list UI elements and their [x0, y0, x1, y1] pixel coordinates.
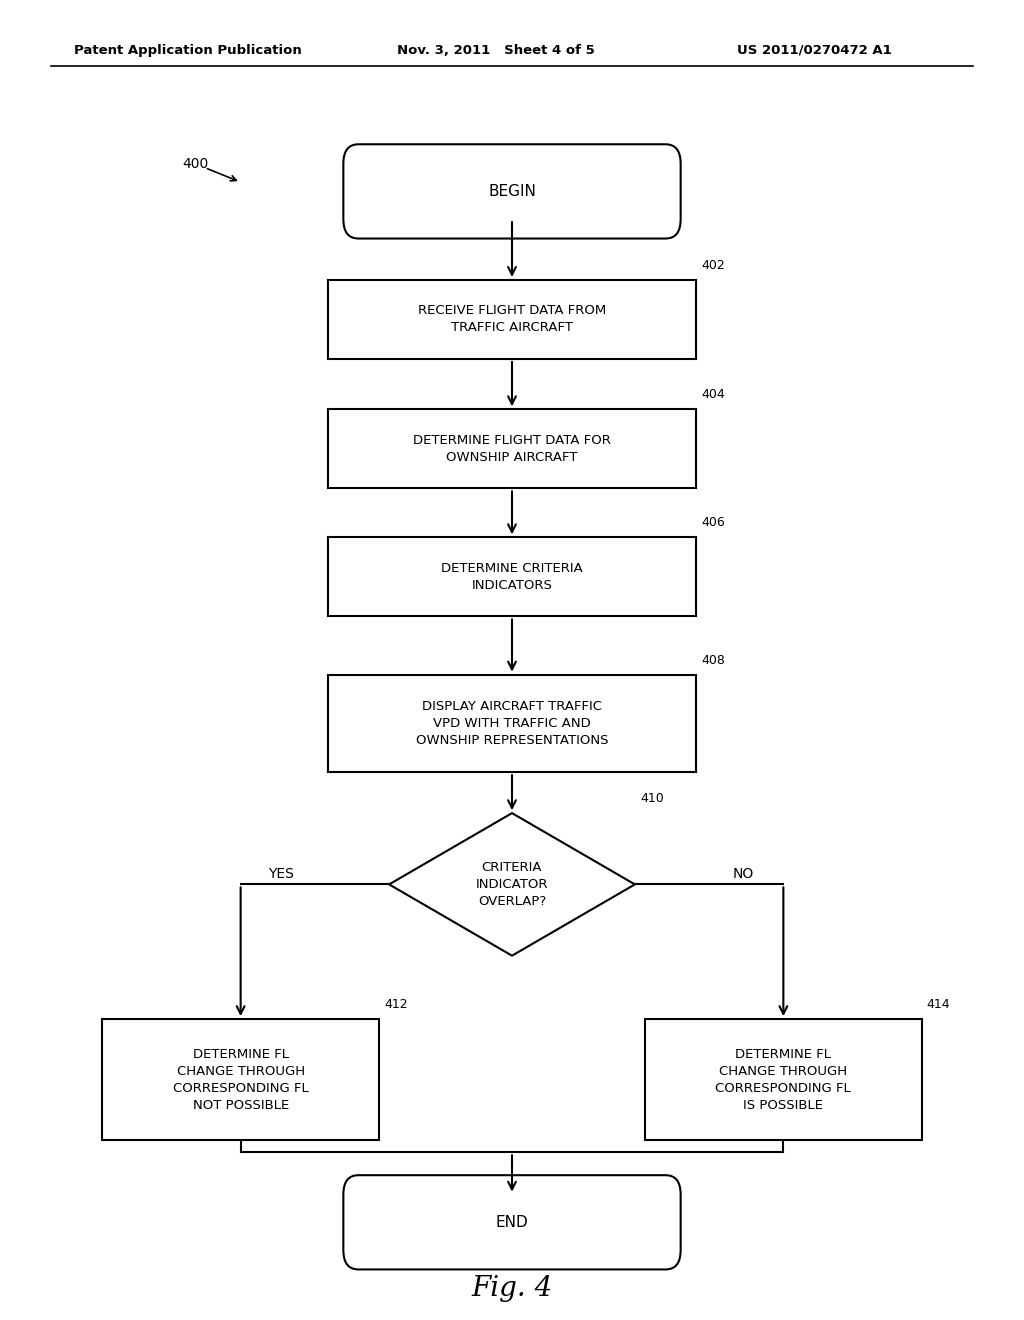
Text: 400: 400 — [182, 157, 209, 170]
Text: 410: 410 — [640, 792, 664, 805]
Polygon shape — [389, 813, 635, 956]
Text: DETERMINE FLIGHT DATA FOR
OWNSHIP AIRCRAFT: DETERMINE FLIGHT DATA FOR OWNSHIP AIRCRA… — [413, 434, 611, 463]
Text: 402: 402 — [701, 259, 725, 272]
Text: DETERMINE FL
CHANGE THROUGH
CORRESPONDING FL
IS POSSIBLE: DETERMINE FL CHANGE THROUGH CORRESPONDIN… — [716, 1048, 851, 1111]
Bar — [328, 675, 696, 772]
Text: YES: YES — [267, 867, 294, 880]
Text: DISPLAY AIRCRAFT TRAFFIC
VPD WITH TRAFFIC AND
OWNSHIP REPRESENTATIONS: DISPLAY AIRCRAFT TRAFFIC VPD WITH TRAFFI… — [416, 700, 608, 747]
Text: BEGIN: BEGIN — [488, 183, 536, 199]
Text: RECEIVE FLIGHT DATA FROM
TRAFFIC AIRCRAFT: RECEIVE FLIGHT DATA FROM TRAFFIC AIRCRAF… — [418, 305, 606, 334]
Text: Fig. 4: Fig. 4 — [471, 1275, 553, 1302]
Text: DETERMINE CRITERIA
INDICATORS: DETERMINE CRITERIA INDICATORS — [441, 562, 583, 591]
Text: 412: 412 — [384, 998, 408, 1011]
Text: NO: NO — [733, 867, 754, 880]
Text: CRITERIA
INDICATOR
OVERLAP?: CRITERIA INDICATOR OVERLAP? — [476, 861, 548, 908]
Bar — [328, 409, 696, 488]
FancyBboxPatch shape — [343, 1175, 681, 1270]
Bar — [328, 280, 696, 359]
Text: 408: 408 — [701, 653, 725, 667]
Text: 414: 414 — [927, 998, 950, 1011]
Text: Patent Application Publication: Patent Application Publication — [74, 44, 301, 57]
Text: DETERMINE FL
CHANGE THROUGH
CORRESPONDING FL
NOT POSSIBLE: DETERMINE FL CHANGE THROUGH CORRESPONDIN… — [173, 1048, 308, 1111]
Bar — [102, 1019, 379, 1140]
Bar — [328, 537, 696, 616]
FancyBboxPatch shape — [343, 144, 681, 239]
Text: END: END — [496, 1214, 528, 1230]
Text: Nov. 3, 2011   Sheet 4 of 5: Nov. 3, 2011 Sheet 4 of 5 — [397, 44, 595, 57]
Text: 406: 406 — [701, 516, 725, 529]
Text: 404: 404 — [701, 388, 725, 401]
Bar — [645, 1019, 922, 1140]
Text: US 2011/0270472 A1: US 2011/0270472 A1 — [737, 44, 892, 57]
